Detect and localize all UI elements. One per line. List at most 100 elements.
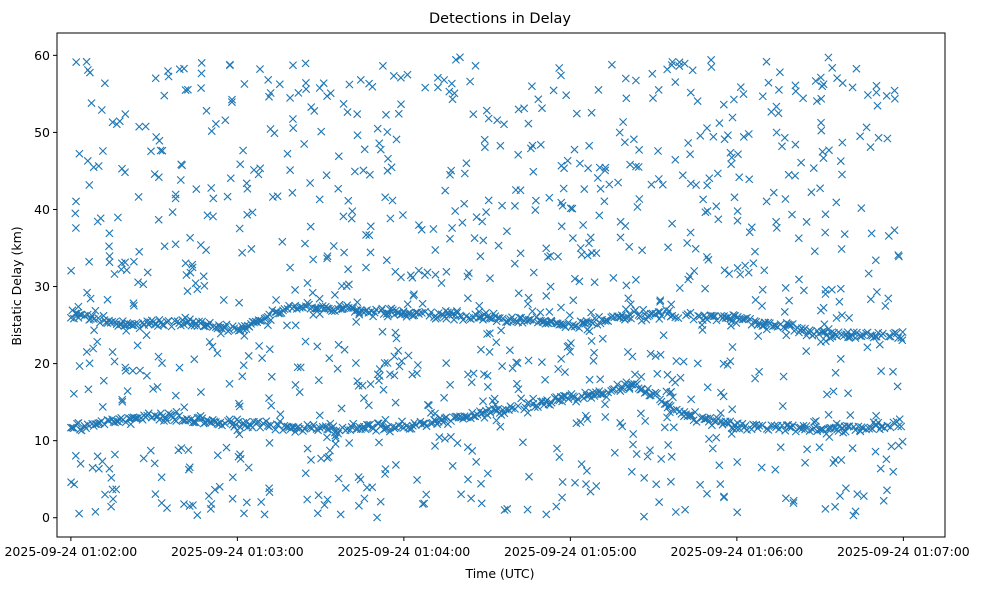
detection-point [337, 404, 346, 413]
detection-point [505, 346, 514, 355]
track-point [118, 317, 127, 326]
detection-point [652, 480, 661, 489]
detection-point [375, 438, 383, 447]
detection-point [366, 380, 375, 389]
detection-point [435, 433, 444, 442]
detection-point [727, 429, 736, 438]
detection-point [782, 331, 791, 340]
detection-point [733, 216, 742, 225]
detection-point [291, 285, 300, 294]
detection-point [431, 441, 439, 450]
detection-point [558, 201, 567, 210]
detection-point [517, 394, 526, 403]
detection-point [160, 91, 169, 100]
detection-point [447, 79, 456, 88]
detection-point [557, 303, 565, 312]
detection-point [776, 443, 785, 452]
detection-point [226, 174, 235, 183]
detection-point [105, 252, 114, 261]
detection-point [139, 454, 148, 463]
track-point [598, 390, 606, 399]
detection-point [417, 225, 426, 234]
detection-point [413, 475, 422, 484]
detection-point [627, 467, 636, 476]
track-point [636, 312, 645, 321]
detection-point [181, 86, 190, 95]
track-point [318, 422, 327, 431]
detection-point [758, 92, 767, 101]
y-tick-label: 60 [34, 48, 50, 63]
detection-point [182, 271, 191, 279]
detection-point [794, 234, 803, 243]
detection-point [121, 366, 130, 375]
track-point [819, 327, 828, 336]
detection-point [729, 95, 738, 104]
detection-point [594, 85, 603, 94]
detection-point [803, 445, 812, 454]
detection-point [334, 474, 343, 483]
detection-point [653, 369, 662, 378]
detection-point [373, 124, 382, 133]
detection-point [334, 184, 343, 193]
detection-point [83, 156, 92, 165]
detection-point [778, 402, 787, 410]
track-point [103, 319, 112, 327]
detection-point [85, 257, 94, 266]
detection-point [883, 134, 892, 143]
detection-point [607, 60, 616, 69]
detection-point [235, 298, 244, 307]
detection-point [362, 263, 370, 272]
detection-point [821, 228, 830, 237]
detection-point [818, 147, 827, 156]
detection-point [659, 331, 668, 340]
detection-point [196, 241, 205, 249]
detection-point [442, 359, 451, 368]
detection-point [421, 83, 430, 92]
detection-point [741, 261, 750, 270]
detection-point [838, 311, 846, 320]
detection-point [71, 224, 80, 232]
track-point [335, 300, 344, 309]
track-point [596, 389, 605, 398]
detection-point [366, 248, 375, 257]
detection-point [219, 296, 228, 304]
detection-point [154, 215, 163, 224]
detection-point [882, 91, 891, 100]
detection-point [525, 472, 533, 481]
detection-point [181, 259, 190, 268]
detection-point [101, 490, 109, 499]
detection-point [180, 403, 189, 412]
detection-point [313, 509, 322, 518]
detection-point [315, 195, 324, 204]
y-axis-label: Bistatic Delay (km) [9, 226, 24, 345]
detection-point [680, 59, 689, 68]
detection-point [353, 131, 362, 140]
detection-point [871, 256, 880, 265]
detection-point [614, 178, 623, 187]
detection-point [502, 227, 511, 236]
detection-point [72, 58, 81, 67]
detection-point [483, 371, 492, 380]
detection-point [621, 74, 630, 83]
detection-point [884, 231, 893, 240]
detection-point [442, 267, 451, 276]
detection-point [531, 206, 540, 215]
track-point [495, 314, 504, 323]
detection-point [624, 294, 633, 303]
detection-point [633, 203, 642, 211]
track-point [131, 414, 139, 423]
detection-point [184, 465, 193, 474]
detection-point [874, 133, 883, 142]
detection-point [350, 167, 359, 176]
detection-point [656, 297, 665, 306]
detection-point [736, 270, 745, 279]
detection-point [418, 500, 427, 508]
detection-point [500, 506, 509, 514]
detection-point [121, 363, 130, 372]
detection-point [747, 223, 756, 232]
detection-point [300, 140, 309, 148]
detection-point [467, 378, 476, 387]
detection-point [323, 252, 332, 261]
detection-point [707, 63, 716, 71]
detection-point [728, 113, 737, 122]
